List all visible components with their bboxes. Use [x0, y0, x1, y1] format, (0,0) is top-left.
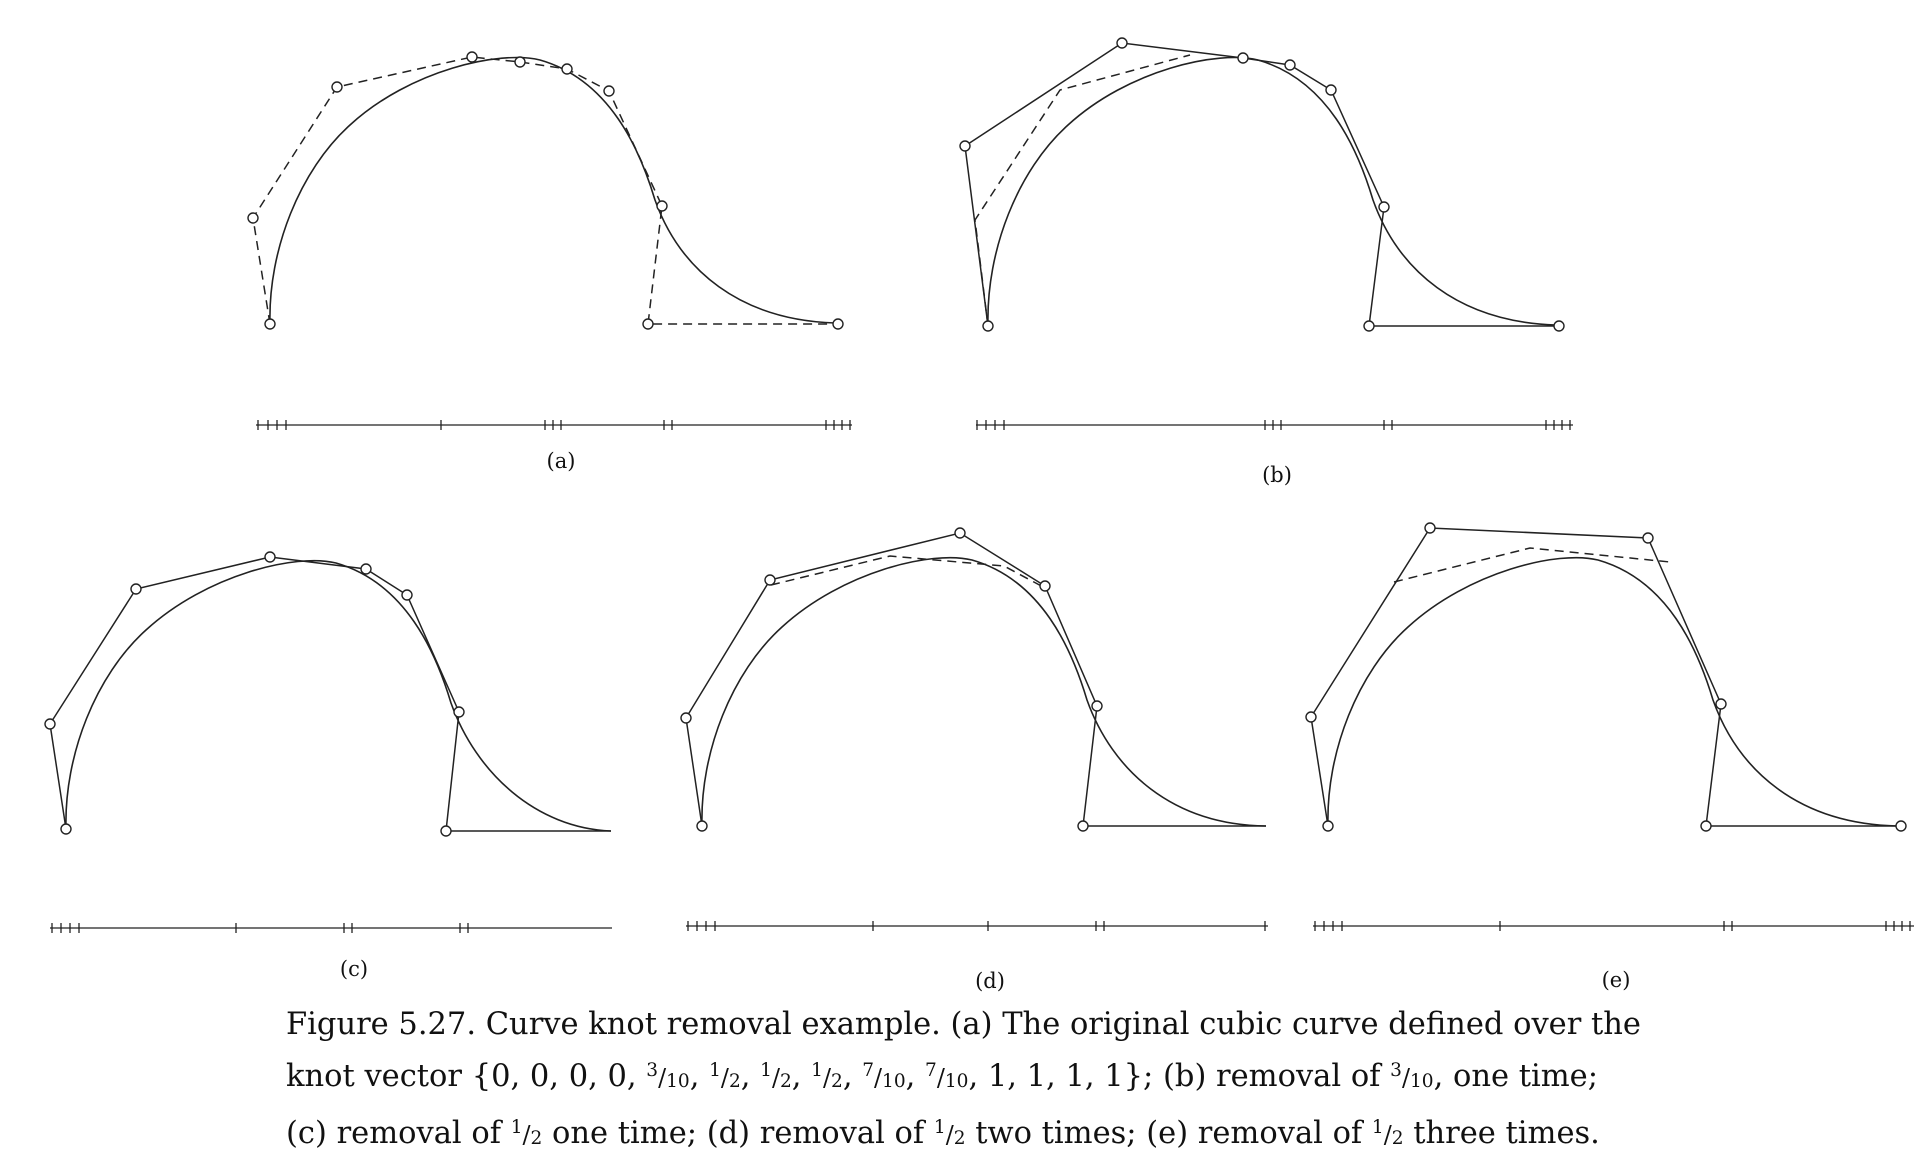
panel-label-e: (e)	[1602, 968, 1631, 992]
control-polygon	[964, 42, 1559, 327]
panel-label-b: (b)	[1262, 463, 1292, 487]
fraction-7-10: 7/10	[925, 1060, 969, 1093]
fraction-1-2: 1/2	[760, 1060, 792, 1093]
control-polygon	[1310, 527, 1901, 827]
panel-b: (b)	[959, 37, 1573, 487]
control-points	[44, 551, 465, 837]
caption-figure-number: Figure 5.27.	[286, 1007, 477, 1042]
control-polygon-previous	[1393, 547, 1671, 583]
knot-axis	[50, 923, 612, 933]
control-points	[1305, 522, 1907, 832]
caption-line-2: knot vector {0, 0, 0, 0, 3/10, 1/2, 1/2,…	[286, 1059, 1599, 1095]
control-polygon-previous	[974, 54, 1191, 327]
panel-c: (c)	[44, 551, 612, 981]
fraction-1-2: 1/2	[510, 1117, 543, 1150]
fraction-1-2: 1/2	[933, 1117, 966, 1150]
control-polygon-original	[252, 56, 838, 325]
control-polygon	[685, 532, 1266, 827]
control-points	[959, 37, 1565, 332]
control-points	[247, 51, 844, 330]
knot-axis	[976, 420, 1573, 430]
knot-axis	[256, 420, 852, 430]
bspline-curve	[987, 56, 1557, 327]
knot-removal-figure: (a) (b)	[44, 37, 1914, 993]
knot-axis	[1313, 921, 1914, 931]
caption-line-1: Figure 5.27. Curve knot removal example.…	[286, 1007, 1641, 1042]
bspline-curve	[65, 559, 612, 832]
control-polygon-previous	[770, 555, 1046, 589]
bspline-curve	[1327, 556, 1899, 827]
fraction-3-10: 3/10	[1390, 1060, 1434, 1093]
fraction-3-10: 3/10	[646, 1060, 690, 1093]
panel-label-c: (c)	[340, 957, 368, 981]
panel-e: (e)	[1305, 522, 1914, 992]
fraction-1-2: 1/2	[1371, 1117, 1404, 1150]
control-points	[680, 527, 1103, 832]
fraction-1-2: 1/2	[709, 1060, 741, 1093]
caption-line-3: (c) removal of 1/2 one time; (d) removal…	[286, 1116, 1600, 1152]
fraction-1-2: 1/2	[811, 1060, 843, 1093]
knot-axis	[686, 921, 1268, 931]
panel-a: (a)	[247, 51, 852, 473]
panel-label-d: (d)	[975, 969, 1005, 993]
panel-d: (d)	[680, 527, 1268, 993]
panel-label-a: (a)	[547, 449, 576, 473]
control-polygon	[49, 556, 611, 832]
bspline-curve	[701, 556, 1267, 827]
fraction-7-10: 7/10	[862, 1060, 906, 1093]
figure-caption: Figure 5.27. Curve knot removal example.…	[286, 1002, 1686, 1162]
bspline-curve	[269, 56, 836, 325]
